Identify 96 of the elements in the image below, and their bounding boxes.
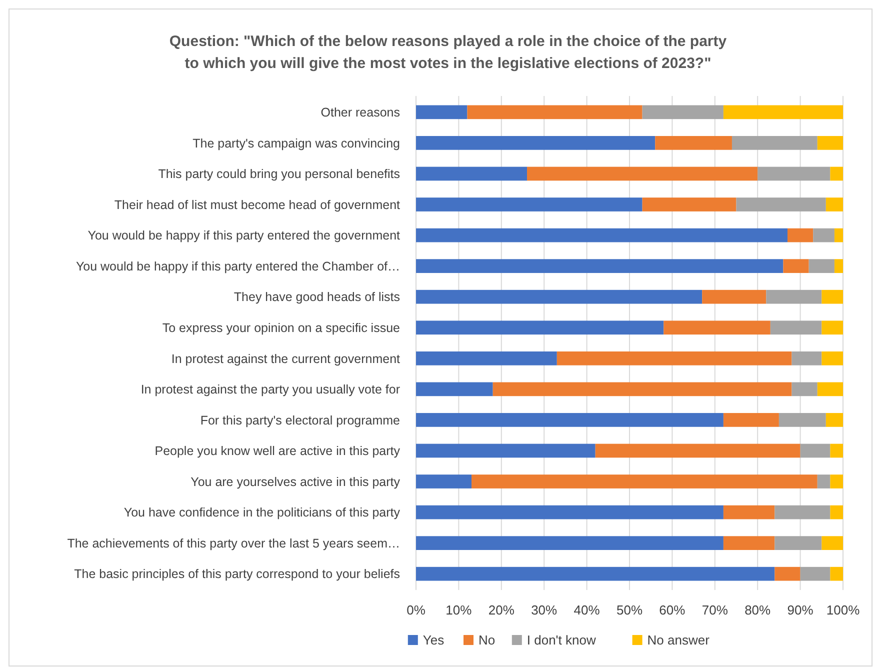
bar: [723, 413, 779, 427]
y-tick-label: This party could bring you personal benefits: [158, 167, 400, 182]
bar: [800, 566, 830, 581]
bar: [492, 382, 792, 396]
bar: [826, 413, 843, 427]
bar: [774, 566, 800, 581]
y-tick-label: The party's campaign was convincing: [192, 136, 400, 150]
bar: [416, 105, 468, 120]
bar: [416, 505, 724, 520]
y-tick-label: You would be happy if this party entered the Chamber of…: [76, 259, 400, 274]
bar: [702, 290, 766, 304]
y-tick-label: Other reasons: [320, 106, 400, 120]
bar: [723, 505, 775, 520]
bar: [527, 166, 758, 181]
legend-label: I don't know: [526, 632, 596, 648]
bar: [642, 105, 724, 120]
bar: [416, 536, 724, 550]
bar: [830, 505, 843, 520]
bar: [787, 228, 814, 242]
bar: [822, 290, 843, 304]
bar: [416, 474, 472, 488]
bar: [813, 228, 834, 242]
x-tick-label: 20%: [488, 602, 515, 618]
x-tick-label: 70%: [702, 602, 728, 618]
bar: [416, 413, 724, 427]
y-tick-label: In protest against the current government: [171, 352, 401, 366]
bar: [416, 382, 493, 396]
y-tick-label: You are yourselves active in this party: [190, 474, 401, 489]
bar: [758, 166, 830, 181]
legend-label: No answer: [647, 632, 710, 648]
bar: [416, 320, 664, 335]
y-tick-label: They have good heads of lists: [234, 290, 400, 304]
bar: [416, 444, 596, 458]
bar: [732, 136, 818, 150]
legend-label: Yes: [422, 632, 445, 648]
bar: [817, 474, 830, 488]
bar: [800, 444, 830, 458]
bar: [774, 505, 830, 520]
bar: [416, 166, 528, 181]
bar: [834, 228, 843, 242]
bar: [822, 320, 843, 335]
bar: [723, 536, 775, 550]
bar: [664, 320, 770, 335]
y-tick-label: The basic principles of this party correspond to your beliefs: [74, 567, 400, 582]
bar: [416, 566, 775, 581]
y-tick-label: The achievements of this party over the last 5 years seem…: [67, 536, 400, 550]
x-tick-label: 50%: [616, 602, 643, 618]
x-tick-label: 10%: [446, 602, 472, 618]
legend-label: No: [478, 632, 496, 648]
bar: [817, 136, 843, 150]
x-tick-label: 60%: [659, 602, 686, 618]
bar: [792, 351, 822, 366]
bar: [826, 198, 843, 212]
bar: [416, 228, 788, 242]
bar: [736, 198, 826, 212]
bar: [766, 290, 822, 304]
bar: [808, 259, 834, 273]
x-tick-label: 0%: [406, 602, 426, 618]
bar: [472, 474, 818, 488]
bar: [416, 136, 656, 150]
bar: [467, 105, 642, 120]
bar: [830, 474, 843, 488]
y-tick-label: You would be happy if this party entered the government: [88, 228, 401, 243]
bar: [834, 259, 843, 273]
bar: [817, 382, 843, 396]
bar: [822, 351, 843, 366]
y-tick-label: Their head of list must become head of government: [114, 198, 401, 212]
y-tick-label: To express your opinion on a specific issue: [162, 320, 400, 335]
bar: [822, 536, 843, 550]
bar: [778, 413, 826, 427]
bar: [642, 198, 736, 212]
bar: [830, 444, 843, 458]
bar: [416, 259, 784, 273]
x-tick-label: 100%: [826, 602, 860, 618]
bar: [416, 351, 557, 366]
bar: [792, 382, 818, 396]
x-tick-label: 80%: [744, 602, 772, 618]
x-tick-label: 40%: [574, 602, 600, 618]
x-tick-label: 30%: [531, 602, 558, 618]
bar: [416, 198, 642, 212]
bar: [595, 444, 800, 458]
chart-title: Question: "Which of the below reasons played a role in the choice of the party to which you will give the most votes in the legislative elections of 2023?": [169, 33, 728, 72]
bar: [723, 105, 843, 120]
bar: [830, 566, 843, 581]
y-tick-label: People you know well are active in this party: [154, 444, 401, 458]
bar: [774, 536, 822, 550]
x-tick-label: 90%: [787, 602, 814, 618]
bar: [830, 166, 843, 181]
bar: [416, 290, 702, 304]
bar: [556, 351, 792, 366]
bar: [655, 136, 732, 150]
bar: [783, 259, 809, 273]
y-tick-label: For this party's electoral programme: [200, 413, 400, 428]
bar: [770, 320, 822, 335]
y-tick-label: You have confidence in the politicians of this party: [124, 506, 401, 520]
y-tick-label: In protest against the party you usually vote for: [140, 382, 400, 397]
